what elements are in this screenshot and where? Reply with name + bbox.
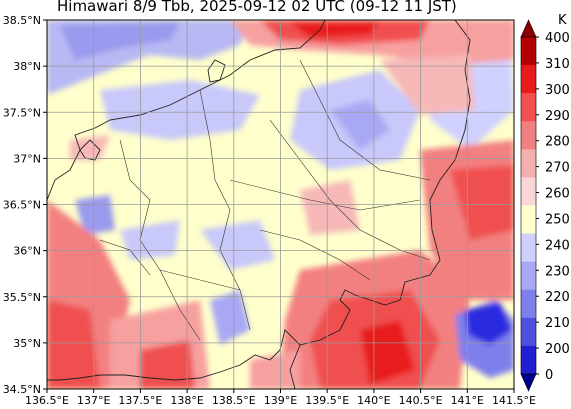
x-tick-label: 137°E bbox=[77, 394, 110, 407]
coastline bbox=[47, 20, 471, 389]
y-tick-label: 38°N bbox=[13, 60, 41, 73]
x-tick-label: 140°E bbox=[357, 394, 390, 407]
colorbar-label: 240 bbox=[545, 238, 570, 253]
colorbar-bin bbox=[521, 345, 536, 375]
x-axis-ticks: 136.5°E 137°E 137.5°E 138°E 138.5°E 139°E 139.… bbox=[25, 389, 536, 407]
y-axis-ticks: 38.5°N 38°N 37.5°N 37°N 36.5°N 36°N 35.5°N 35°N… bbox=[3, 14, 47, 396]
colorbar-label: 400 bbox=[545, 31, 570, 46]
x-tick-label: 141°E bbox=[451, 394, 484, 407]
y-tick-label: 35°N bbox=[13, 337, 41, 350]
colorbar-label: 260 bbox=[545, 187, 570, 202]
colorbar-label: 310 bbox=[545, 57, 570, 72]
colorbar-label: 290 bbox=[545, 109, 570, 124]
colorbar-label: 280 bbox=[545, 135, 570, 150]
colorbar-bin bbox=[521, 121, 536, 150]
colorbar-unit: K bbox=[558, 13, 567, 28]
colorbar-label: 210 bbox=[545, 316, 570, 331]
colorbar-bin bbox=[521, 149, 536, 178]
map-title: Himawari 8/9 Tbb, 2025-09-12 02 UTC (09-… bbox=[57, 0, 457, 15]
colorbar-label: 270 bbox=[545, 161, 570, 176]
colorbar-bin bbox=[521, 177, 536, 206]
colorbar-bin bbox=[521, 261, 536, 291]
colorbar-bin bbox=[521, 37, 536, 66]
colorbar-bin bbox=[521, 205, 536, 235]
colorbar-bin bbox=[521, 233, 536, 263]
x-tick-label: 139°E bbox=[264, 394, 297, 407]
colorbar-label: 230 bbox=[545, 264, 570, 279]
y-tick-label: 38.5°N bbox=[3, 14, 41, 27]
x-tick-label: 137.5°E bbox=[118, 394, 162, 407]
colorbar-label: 300 bbox=[545, 83, 570, 98]
colorbar-extend-max bbox=[520, 19, 537, 38]
colorbar-label: 220 bbox=[545, 290, 570, 305]
x-tick-label: 138.5°E bbox=[212, 394, 256, 407]
colorbar-label: 200 bbox=[545, 342, 570, 357]
x-tick-label: 140.5°E bbox=[399, 394, 443, 407]
colorbar: 400 310 300 290 280 270 260 250 240 230 220 210 200 0 bbox=[520, 19, 570, 392]
y-tick-label: 37.5°N bbox=[3, 106, 41, 119]
x-tick-label: 139.5°E bbox=[305, 394, 349, 407]
colorbar-frame bbox=[520, 36, 537, 375]
colorbar-bin bbox=[521, 65, 536, 94]
colorbar-bin bbox=[521, 317, 536, 347]
colorbar-label: 250 bbox=[545, 212, 570, 227]
colorbar-label: 0 bbox=[545, 368, 553, 383]
y-tick-label: 37°N bbox=[13, 152, 41, 165]
x-tick-label: 138°E bbox=[170, 394, 203, 407]
y-tick-label: 36.5°N bbox=[3, 199, 41, 212]
x-tick-label: 141.5°E bbox=[492, 394, 536, 407]
colorbar-bin bbox=[521, 289, 536, 319]
y-tick-label: 35.5°N bbox=[3, 291, 41, 304]
y-tick-label: 36°N bbox=[13, 245, 41, 258]
x-tick-label: 136.5°E bbox=[25, 394, 69, 407]
colorbar-bin bbox=[521, 93, 536, 122]
colorbar-extend-min bbox=[520, 373, 537, 392]
y-tick-label: 34.5°N bbox=[3, 383, 41, 396]
